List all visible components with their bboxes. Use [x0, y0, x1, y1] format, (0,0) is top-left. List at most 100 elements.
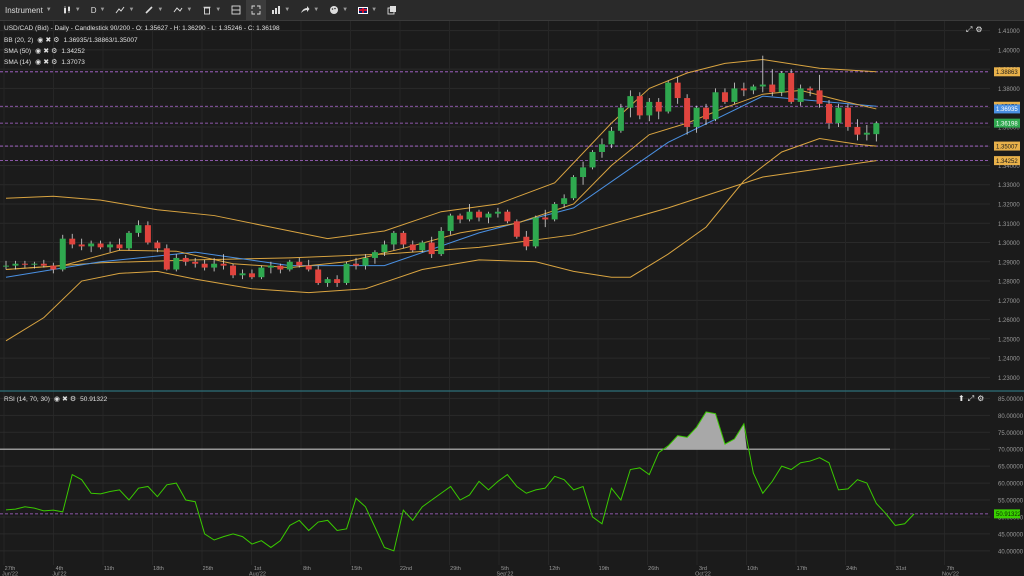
- time-tick-day: 29th: [450, 566, 461, 572]
- time-tick-day: 31st: [896, 566, 907, 572]
- overlay-line: [5, 59, 877, 240]
- share-menu[interactable]: ▼: [295, 0, 324, 21]
- candle-body: [598, 144, 605, 152]
- time-tick-day: 5th: [501, 566, 509, 572]
- candle-body: [97, 243, 104, 248]
- candle-body: [239, 273, 246, 276]
- candle-body: [466, 211, 473, 220]
- time-tick-day: 3rd: [699, 566, 707, 572]
- candle-body: [362, 257, 369, 266]
- candle-body: [107, 244, 114, 248]
- time-tick-day: 27th: [5, 566, 16, 572]
- expand-pane-icon[interactable]: ⤢: [966, 25, 973, 34]
- compare-menu[interactable]: ▼: [168, 0, 197, 21]
- chevron-down-icon: ▼: [313, 7, 320, 13]
- candle-body: [334, 279, 341, 283]
- price-axis-badges: 1.388631.370731.369351.361981.350071.342…: [994, 67, 1020, 166]
- layout-button[interactable]: [226, 0, 246, 21]
- sma14-legend[interactable]: SMA (14) ◉ ✖ ⚙ 1.37073: [4, 58, 85, 67]
- time-tick-day: 18th: [153, 566, 164, 572]
- close-icon[interactable]: ✖: [43, 59, 50, 66]
- candle-body: [305, 265, 312, 270]
- sma50-legend[interactable]: SMA (50) ◉ ✖ ⚙ 1.34252: [4, 47, 85, 56]
- close-icon[interactable]: ✖: [43, 48, 50, 55]
- move-up-icon[interactable]: ⬆: [958, 394, 965, 403]
- bar-chart-menu[interactable]: ▼: [266, 0, 295, 21]
- chart-type-menu[interactable]: ▼: [57, 0, 86, 21]
- rsi-tick-label: 60.00000: [998, 482, 1024, 488]
- rsi-line: [5, 411, 915, 552]
- candle-body: [731, 88, 738, 102]
- rsi-name: RSI (14, 70, 30): [4, 395, 50, 403]
- gear-icon[interactable]: ⚙: [53, 37, 60, 44]
- gear-icon[interactable]: ⚙: [51, 48, 58, 55]
- eye-icon[interactable]: ◉: [35, 48, 42, 55]
- gear-icon[interactable]: ⚙: [69, 396, 77, 403]
- close-icon[interactable]: ✖: [45, 37, 52, 44]
- candle-body: [173, 257, 180, 270]
- close-icon[interactable]: ✖: [62, 396, 68, 403]
- fullscreen-button[interactable]: [246, 0, 267, 21]
- candle-body: [40, 263, 47, 266]
- candle-body: [78, 244, 85, 247]
- candle-body: [457, 215, 464, 220]
- rsi-series: [5, 411, 915, 552]
- candle-body: [750, 86, 757, 91]
- candle-body: [248, 273, 255, 278]
- chevron-down-icon: ▼: [371, 7, 378, 13]
- drawing-tools-menu[interactable]: ▼: [139, 0, 168, 21]
- candle-body: [523, 236, 530, 247]
- popout-button[interactable]: [382, 0, 402, 21]
- timeframe-menu[interactable]: D ▼: [86, 0, 111, 21]
- indicators-menu[interactable]: ▼: [110, 0, 139, 21]
- candle-body: [513, 221, 520, 237]
- sma14-value: 1.37073: [61, 58, 85, 66]
- eye-icon[interactable]: ◉: [37, 37, 44, 44]
- chevron-down-icon: ▼: [215, 7, 222, 13]
- rsi-tick-label: 45.00000: [998, 532, 1024, 538]
- language-menu[interactable]: ▼: [353, 0, 382, 21]
- chart-canvas[interactable]: 1.410001.400001.390001.380001.370001.360…: [0, 21, 1024, 576]
- candle-body: [116, 244, 123, 249]
- chevron-down-icon: ▼: [74, 7, 81, 13]
- price-badge-label: 1.34252: [996, 159, 1018, 165]
- instrument-menu[interactable]: Instrument ▼: [0, 0, 57, 21]
- instrument-label: Instrument: [5, 5, 43, 15]
- sma50-value: 1.34252: [61, 47, 85, 55]
- compare-icon: [173, 7, 183, 13]
- time-tick-day: 17th: [797, 566, 808, 572]
- eye-icon[interactable]: ◉: [53, 396, 60, 403]
- price-tick-label: 1.26000: [998, 318, 1020, 324]
- time-tick-month: Jun'22: [2, 572, 18, 576]
- eye-icon[interactable]: ◉: [35, 59, 42, 66]
- candle-body: [778, 73, 785, 93]
- top-toolbar: Instrument ▼ ▼ D ▼ ▼ ▼ ▼ ▼ ▼ ▼ ▼: [0, 0, 1024, 21]
- time-tick-day: 12th: [549, 566, 560, 572]
- delete-menu[interactable]: ▼: [197, 0, 226, 21]
- candle-body: [381, 244, 388, 253]
- chevron-down-icon: ▼: [128, 7, 135, 13]
- pane-settings-icon[interactable]: ⚙: [977, 394, 985, 403]
- expand-pane-icon[interactable]: ⤢: [967, 394, 975, 403]
- pencil-icon: [145, 6, 153, 14]
- bb-legend[interactable]: BB (20, 2) ◉ ✖ ⚙ 1.36935/1.38863/1.35007: [4, 36, 138, 45]
- candle-body: [50, 265, 57, 270]
- rsi-axis: 85.00000 80.00000 75.00000 70.00000 65.00000…: [994, 397, 1024, 555]
- rsi-badge: [994, 509, 1020, 519]
- time-tick-day: 22nd: [400, 566, 412, 572]
- gear-icon[interactable]: ⚙: [51, 59, 58, 66]
- price-tick-label: 1.33000: [998, 183, 1020, 189]
- candle-body: [636, 96, 643, 116]
- price-badge-label: 1.38863: [996, 70, 1018, 76]
- pane-settings-icon[interactable]: ⚙: [975, 25, 983, 34]
- candle-body: [125, 232, 132, 249]
- layout-icon: [231, 5, 241, 15]
- chart-area[interactable]: 1.410001.400001.390001.380001.370001.360…: [0, 21, 1024, 576]
- theme-menu[interactable]: ▼: [324, 0, 353, 21]
- time-tick-day: 8th: [303, 566, 311, 572]
- price-badge: [994, 156, 1020, 166]
- rsi-legend[interactable]: RSI (14, 70, 30) ◉ ✖ ⚙ 50.91322: [4, 395, 107, 404]
- price-tick-label: 1.41000: [998, 29, 1020, 35]
- chevron-down-icon: ▼: [157, 7, 164, 13]
- candle-body: [816, 90, 823, 104]
